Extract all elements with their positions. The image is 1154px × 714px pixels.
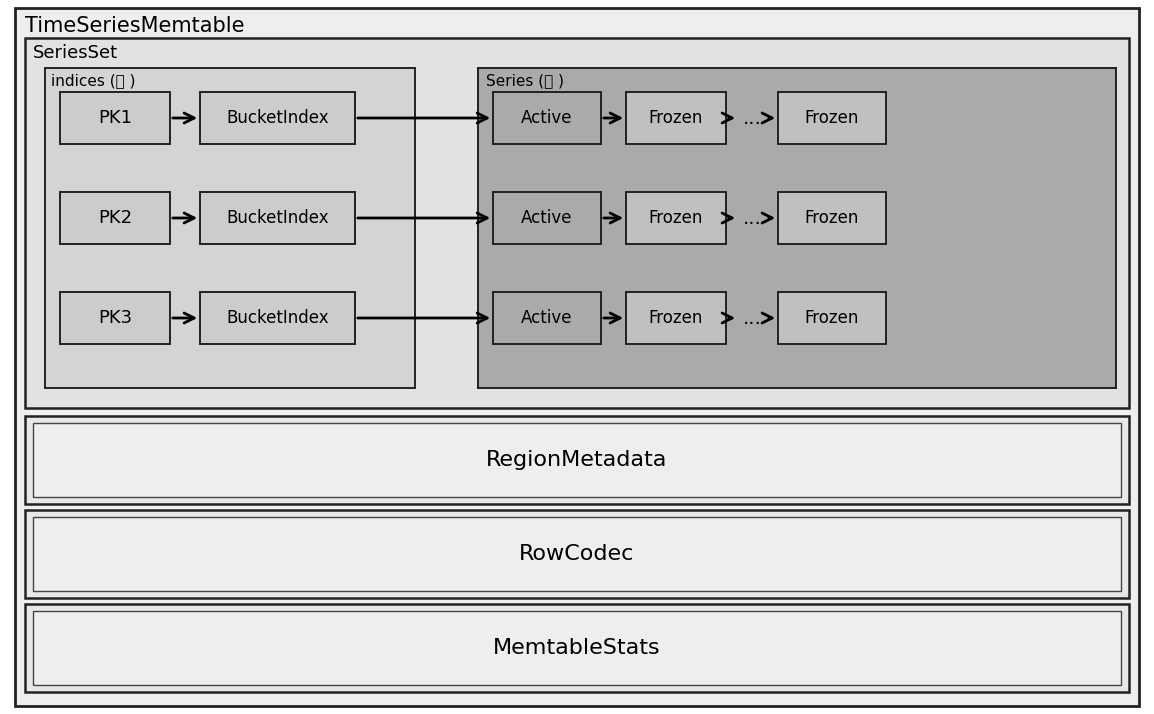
- Bar: [25, 510, 1129, 598]
- Text: Frozen: Frozen: [804, 209, 860, 227]
- Text: PK2: PK2: [98, 209, 132, 227]
- Text: RegionMetadata: RegionMetadata: [486, 450, 668, 470]
- Bar: [60, 292, 170, 344]
- Bar: [200, 92, 355, 144]
- Bar: [60, 92, 170, 144]
- Bar: [778, 192, 886, 244]
- Bar: [493, 92, 601, 144]
- Text: TimeSeriesMemtable: TimeSeriesMemtable: [25, 16, 245, 36]
- Text: BucketIndex: BucketIndex: [226, 309, 329, 327]
- Text: Frozen: Frozen: [649, 309, 703, 327]
- Text: BucketIndex: BucketIndex: [226, 209, 329, 227]
- Text: RowCodec: RowCodec: [519, 544, 635, 564]
- Bar: [200, 192, 355, 244]
- Bar: [25, 604, 1129, 692]
- Bar: [625, 192, 726, 244]
- Bar: [33, 423, 1121, 497]
- Text: Frozen: Frozen: [649, 209, 703, 227]
- Text: Active: Active: [522, 109, 572, 127]
- Bar: [33, 611, 1121, 685]
- Bar: [25, 416, 1129, 504]
- Bar: [33, 517, 1121, 591]
- Text: SeriesSet: SeriesSet: [33, 44, 118, 62]
- Bar: [45, 68, 415, 388]
- Text: Active: Active: [522, 309, 572, 327]
- Text: Frozen: Frozen: [649, 109, 703, 127]
- Text: Series (🔒 ): Series (🔒 ): [486, 73, 564, 88]
- Bar: [478, 68, 1116, 388]
- Bar: [493, 292, 601, 344]
- Text: BucketIndex: BucketIndex: [226, 109, 329, 127]
- Bar: [778, 292, 886, 344]
- Text: Active: Active: [522, 209, 572, 227]
- Bar: [625, 292, 726, 344]
- Bar: [60, 192, 170, 244]
- Bar: [778, 92, 886, 144]
- Bar: [625, 92, 726, 144]
- Bar: [493, 192, 601, 244]
- Text: ...: ...: [743, 109, 762, 128]
- Text: ...: ...: [743, 208, 762, 228]
- Text: MemtableStats: MemtableStats: [493, 638, 661, 658]
- Text: PK1: PK1: [98, 109, 132, 127]
- Bar: [25, 38, 1129, 408]
- Text: indices (🔒 ): indices (🔒 ): [51, 73, 135, 88]
- Text: Frozen: Frozen: [804, 309, 860, 327]
- Bar: [200, 292, 355, 344]
- Text: ...: ...: [743, 308, 762, 328]
- Text: Frozen: Frozen: [804, 109, 860, 127]
- Text: PK3: PK3: [98, 309, 132, 327]
